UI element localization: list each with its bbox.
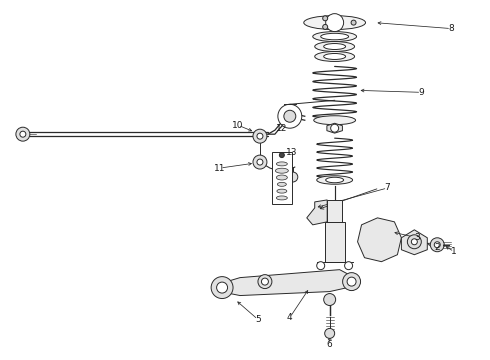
- Polygon shape: [220, 270, 355, 296]
- Circle shape: [343, 273, 361, 291]
- Circle shape: [351, 20, 356, 25]
- Circle shape: [284, 110, 296, 122]
- Text: 1: 1: [451, 247, 457, 256]
- Text: 10: 10: [232, 121, 244, 130]
- Circle shape: [323, 24, 328, 30]
- Text: 13: 13: [286, 148, 297, 157]
- Ellipse shape: [315, 51, 355, 62]
- Circle shape: [324, 293, 336, 306]
- Ellipse shape: [304, 15, 366, 30]
- Ellipse shape: [314, 116, 356, 125]
- Circle shape: [412, 239, 417, 245]
- Bar: [272, 152, 292, 204]
- Circle shape: [317, 262, 325, 270]
- Text: 8: 8: [448, 24, 454, 33]
- Text: 5: 5: [255, 315, 261, 324]
- Ellipse shape: [276, 196, 287, 200]
- Text: 4: 4: [287, 313, 293, 322]
- Circle shape: [288, 172, 298, 182]
- Polygon shape: [401, 230, 427, 255]
- Circle shape: [257, 133, 263, 139]
- Ellipse shape: [326, 177, 343, 183]
- Circle shape: [407, 235, 421, 249]
- Bar: [327, 200, 342, 222]
- Circle shape: [211, 276, 233, 298]
- Ellipse shape: [317, 176, 353, 184]
- Ellipse shape: [275, 168, 288, 173]
- Ellipse shape: [276, 175, 287, 180]
- Circle shape: [279, 153, 284, 158]
- Circle shape: [326, 14, 343, 32]
- Circle shape: [325, 328, 335, 338]
- Circle shape: [278, 104, 302, 128]
- Text: 12: 12: [276, 124, 288, 133]
- Circle shape: [20, 131, 26, 137]
- Circle shape: [347, 277, 356, 286]
- Text: 3: 3: [415, 233, 420, 242]
- Circle shape: [331, 124, 339, 132]
- Bar: [325, 222, 344, 262]
- Polygon shape: [358, 218, 401, 262]
- Circle shape: [253, 155, 267, 169]
- Ellipse shape: [276, 162, 287, 166]
- Ellipse shape: [315, 41, 355, 51]
- Ellipse shape: [277, 182, 286, 186]
- Circle shape: [344, 262, 353, 270]
- Circle shape: [257, 159, 263, 165]
- Circle shape: [258, 275, 272, 289]
- Ellipse shape: [321, 33, 348, 40]
- Text: 9: 9: [418, 88, 424, 97]
- Text: 2: 2: [435, 243, 440, 252]
- Circle shape: [217, 282, 227, 293]
- Text: 6: 6: [327, 340, 333, 349]
- Ellipse shape: [324, 44, 345, 50]
- Polygon shape: [327, 123, 343, 133]
- Circle shape: [323, 16, 328, 21]
- Text: 11: 11: [214, 163, 226, 172]
- Circle shape: [253, 129, 267, 143]
- Circle shape: [430, 238, 444, 252]
- Polygon shape: [307, 200, 327, 225]
- Ellipse shape: [277, 189, 287, 193]
- Circle shape: [16, 127, 30, 141]
- Circle shape: [262, 278, 269, 285]
- Ellipse shape: [313, 32, 357, 41]
- Circle shape: [434, 242, 440, 248]
- Ellipse shape: [324, 54, 345, 59]
- Text: 7: 7: [385, 184, 391, 193]
